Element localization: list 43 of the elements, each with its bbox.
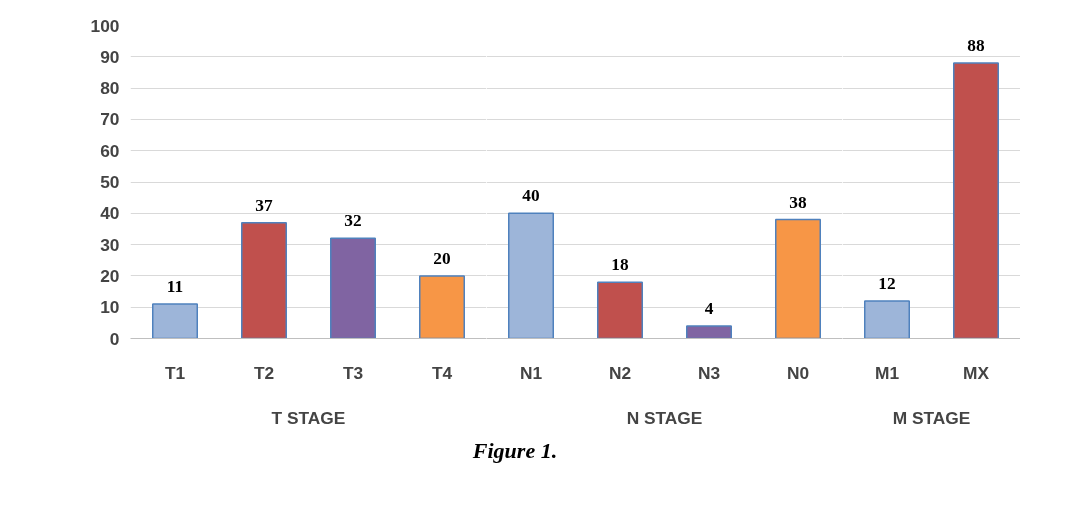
x-tick-label: N2 [608, 362, 632, 383]
caption: Figure 1. [472, 437, 558, 465]
data-label: 4 [704, 298, 714, 318]
y-tick-label: 80 [100, 78, 120, 99]
data-label: 32 [344, 211, 362, 231]
x-axis-title: N STAGE [626, 407, 703, 428]
data-label: 40 [522, 186, 540, 206]
x-tick-label: T3 [342, 362, 364, 383]
y-tick-label: 90 [100, 46, 120, 67]
bar [597, 281, 643, 339]
x-tick-label: M1 [874, 362, 900, 383]
x-axis-title: M STAGE [892, 407, 971, 428]
x-tick-label: T2 [253, 362, 275, 383]
x-tick-label: N3 [697, 362, 721, 383]
x-tick-label: N0 [786, 362, 810, 383]
data-label: 37 [255, 195, 273, 215]
data-label: 12 [878, 273, 896, 293]
data-label: 88 [967, 36, 985, 56]
bar [508, 212, 554, 339]
data-label: 18 [611, 255, 629, 275]
y-tick-label: 10 [100, 297, 120, 318]
bar [330, 237, 376, 339]
x-tick-label: N1 [519, 362, 543, 383]
y-tick-label: 0 [109, 328, 120, 349]
x-tick-label: T1 [164, 362, 186, 383]
y-tick-label: 30 [100, 234, 120, 255]
x-axis-title: T STAGE [271, 407, 346, 428]
bar [152, 303, 198, 339]
bar [419, 275, 465, 339]
y-tick-label: 100 [90, 15, 120, 36]
x-tick-label: MX [963, 362, 990, 383]
y-tick-label: 40 [100, 203, 120, 224]
y-tick-label: 50 [100, 172, 120, 192]
data-label: 38 [789, 192, 807, 212]
y-tick-label: 60 [100, 140, 120, 161]
bar [241, 221, 287, 339]
y-tick-label: 70 [100, 109, 120, 130]
data-label: 11 [166, 277, 184, 297]
x-tick-label: T4 [431, 362, 453, 383]
data-label: 20 [433, 248, 451, 268]
y-tick-label: 20 [100, 265, 120, 286]
bar [775, 218, 821, 339]
bar [686, 325, 732, 339]
